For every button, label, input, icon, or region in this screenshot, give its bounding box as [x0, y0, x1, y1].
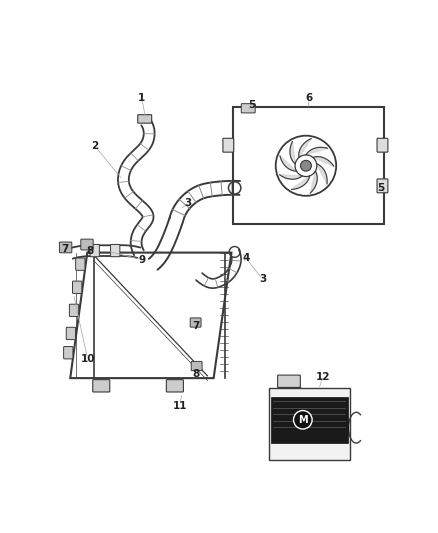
FancyBboxPatch shape	[110, 245, 120, 257]
FancyBboxPatch shape	[190, 318, 201, 327]
FancyBboxPatch shape	[241, 103, 255, 113]
Polygon shape	[279, 175, 302, 179]
FancyBboxPatch shape	[73, 281, 82, 294]
Text: 3: 3	[184, 198, 192, 208]
FancyBboxPatch shape	[191, 361, 202, 370]
FancyBboxPatch shape	[377, 179, 388, 193]
FancyBboxPatch shape	[69, 304, 79, 317]
Polygon shape	[299, 139, 311, 157]
Text: 8: 8	[192, 369, 199, 379]
Polygon shape	[311, 171, 317, 193]
Text: 5: 5	[248, 100, 255, 110]
FancyBboxPatch shape	[60, 242, 72, 253]
FancyBboxPatch shape	[93, 379, 110, 392]
FancyBboxPatch shape	[223, 138, 234, 152]
Text: 5: 5	[377, 183, 384, 193]
FancyBboxPatch shape	[166, 379, 184, 392]
Polygon shape	[313, 157, 334, 166]
Text: 12: 12	[316, 372, 330, 382]
Text: 10: 10	[81, 354, 95, 365]
FancyBboxPatch shape	[64, 346, 73, 359]
Text: 2: 2	[91, 141, 99, 151]
Text: 9: 9	[139, 255, 146, 265]
Text: 11: 11	[173, 401, 187, 411]
Polygon shape	[317, 164, 327, 184]
Polygon shape	[290, 142, 295, 164]
FancyBboxPatch shape	[138, 115, 152, 123]
FancyBboxPatch shape	[81, 239, 93, 250]
Circle shape	[293, 410, 312, 429]
Text: 7: 7	[192, 321, 199, 331]
Text: 4: 4	[243, 253, 250, 263]
FancyBboxPatch shape	[377, 138, 388, 152]
FancyBboxPatch shape	[90, 245, 99, 257]
FancyBboxPatch shape	[76, 258, 85, 270]
FancyBboxPatch shape	[268, 388, 350, 460]
Text: 1: 1	[138, 93, 145, 103]
FancyBboxPatch shape	[271, 397, 348, 443]
FancyBboxPatch shape	[278, 375, 300, 387]
Text: 3: 3	[259, 274, 266, 285]
Text: 6: 6	[306, 93, 313, 103]
Text: 8: 8	[86, 246, 93, 256]
FancyBboxPatch shape	[66, 327, 75, 340]
Polygon shape	[280, 156, 297, 171]
Circle shape	[300, 160, 311, 171]
Polygon shape	[306, 147, 328, 155]
Polygon shape	[292, 176, 310, 189]
Text: M: M	[298, 415, 307, 425]
Text: 7: 7	[61, 245, 69, 254]
